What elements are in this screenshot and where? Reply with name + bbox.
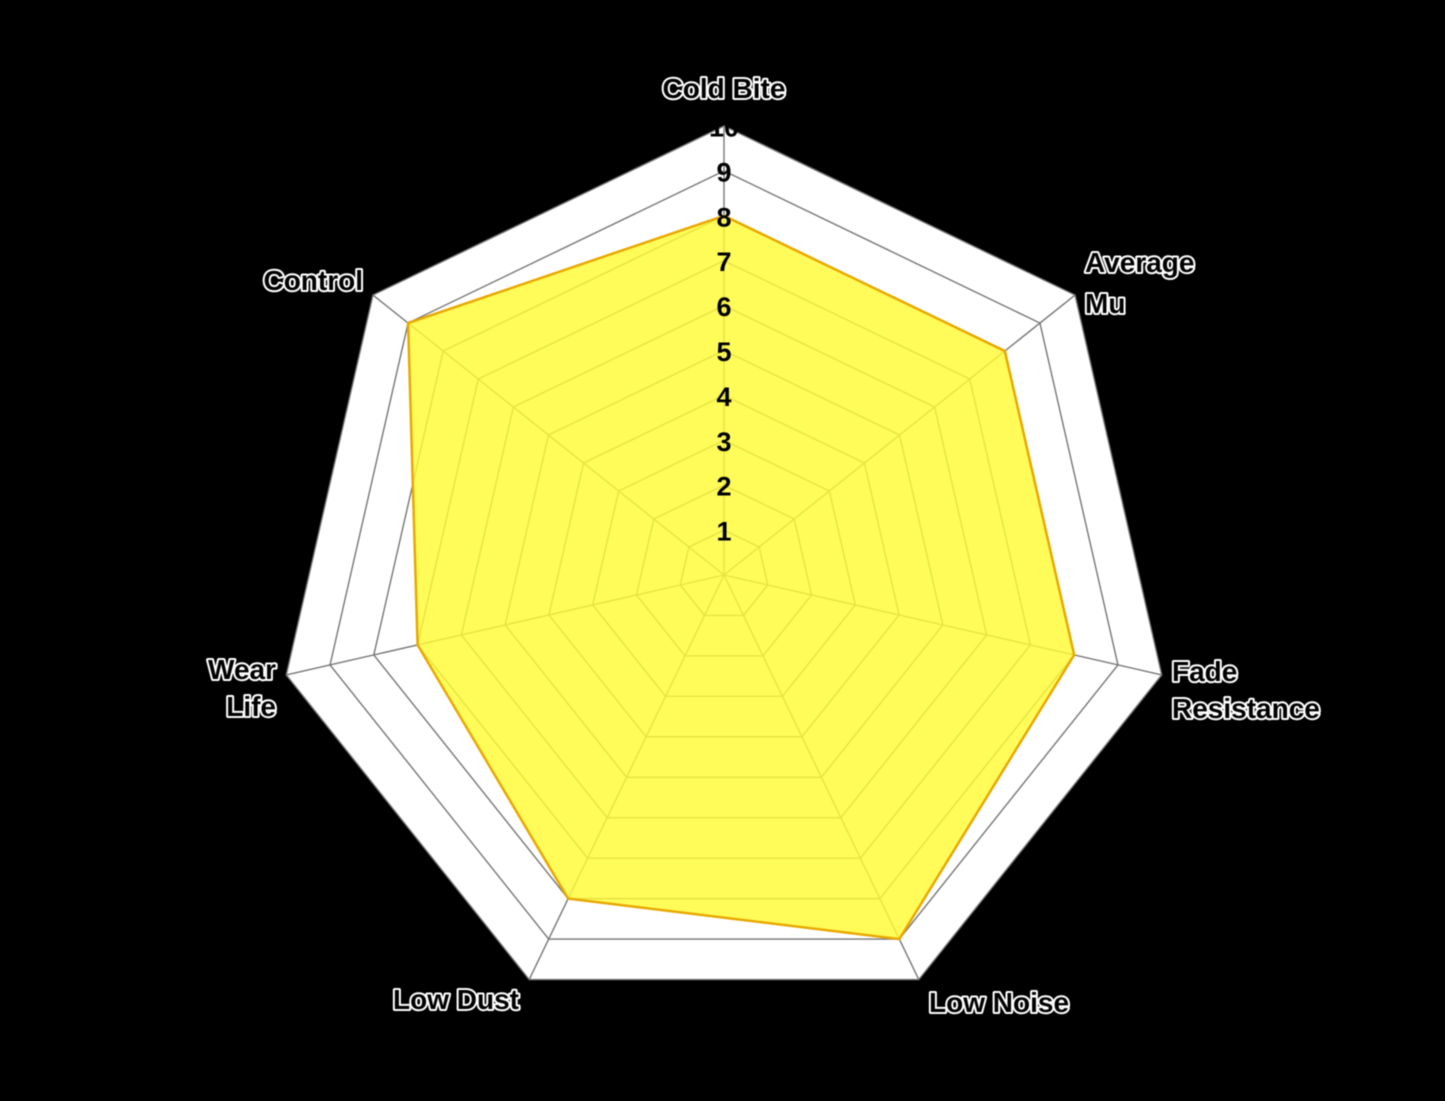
- svg-text:7: 7: [716, 247, 731, 277]
- svg-text:Life: Life: [226, 691, 276, 722]
- svg-text:10: 10: [709, 113, 739, 143]
- svg-text:Low Noise: Low Noise: [929, 987, 1069, 1018]
- svg-text:4: 4: [716, 382, 731, 412]
- svg-text:Mu: Mu: [1085, 288, 1125, 319]
- svg-text:Fade: Fade: [1172, 656, 1237, 687]
- svg-text:Average: Average: [1085, 247, 1194, 278]
- svg-text:8: 8: [716, 202, 731, 232]
- svg-text:2: 2: [716, 472, 731, 502]
- svg-text:9: 9: [716, 157, 731, 187]
- svg-text:Control: Control: [263, 265, 363, 296]
- svg-text:1: 1: [716, 517, 731, 547]
- svg-text:5: 5: [716, 337, 731, 367]
- svg-text:3: 3: [716, 427, 731, 457]
- svg-text:6: 6: [716, 292, 731, 322]
- svg-text:Wear: Wear: [208, 654, 276, 685]
- svg-text:Resistance: Resistance: [1172, 693, 1320, 724]
- svg-text:Low Dust: Low Dust: [393, 984, 519, 1015]
- svg-text:Cold Bite: Cold Bite: [663, 73, 786, 104]
